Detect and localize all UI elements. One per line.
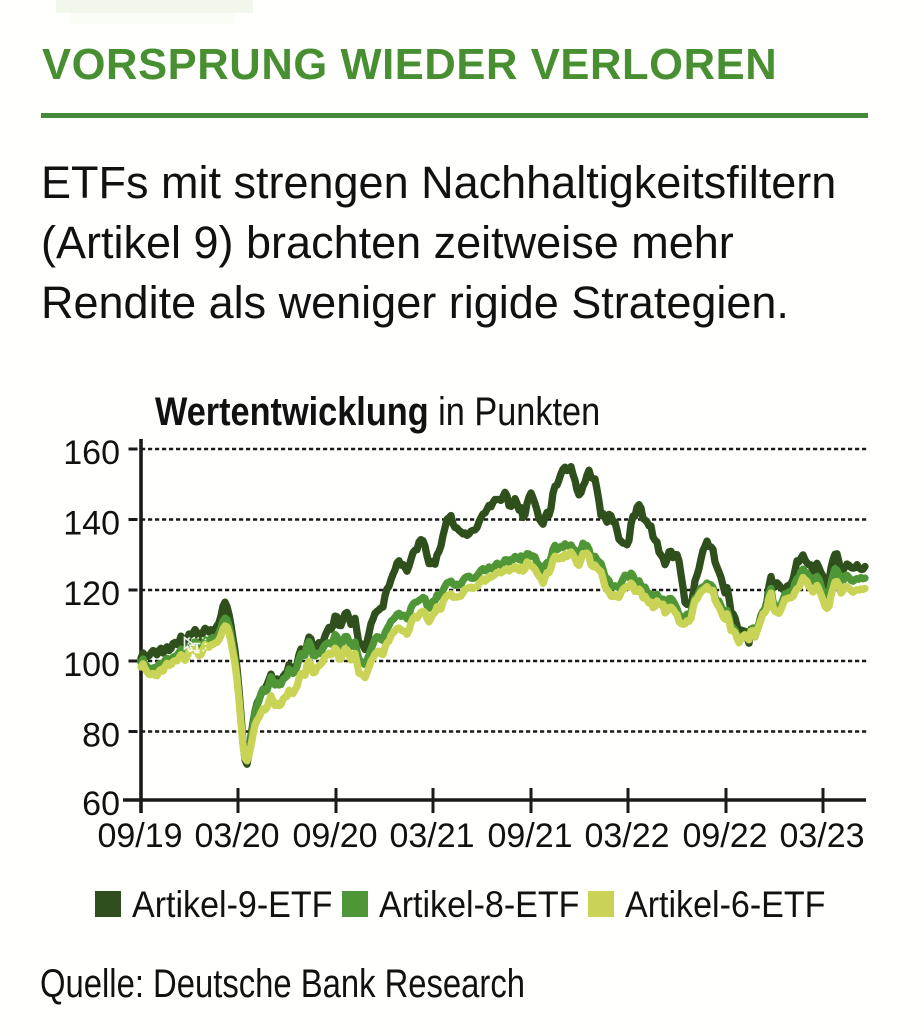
svg-text:160: 160 [63,434,120,472]
svg-text:03/20: 03/20 [194,817,279,855]
svg-text:09/21: 09/21 [487,817,572,855]
svg-text:09/19: 09/19 [97,817,182,855]
svg-text:100: 100 [63,646,120,684]
svg-text:09/22: 09/22 [682,817,767,855]
svg-text:140: 140 [63,505,120,543]
svg-text:80: 80 [82,717,120,755]
svg-text:09/20: 09/20 [292,817,377,855]
svg-text:120: 120 [63,575,120,613]
svg-text:60: 60 [82,785,120,823]
svg-text:03/22: 03/22 [584,817,669,855]
svg-text:03/23: 03/23 [779,817,864,855]
svg-text:03/21: 03/21 [389,817,474,855]
